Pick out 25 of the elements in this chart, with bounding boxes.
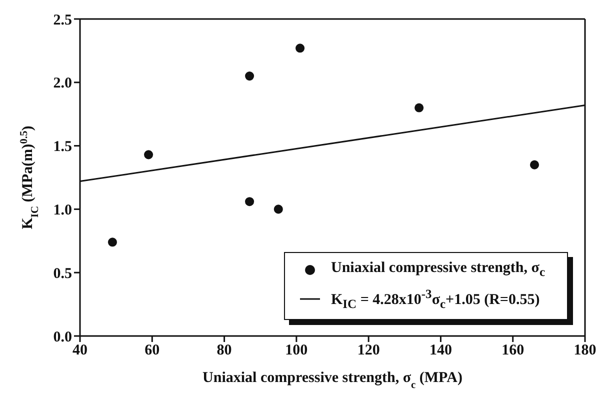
point xyxy=(245,72,254,81)
point xyxy=(245,197,254,206)
x-tick-label: 140 xyxy=(429,342,452,359)
x-tick-label: 120 xyxy=(357,342,380,359)
x-tick-label: 180 xyxy=(574,342,596,359)
legend-label: K$_{IC}$ = 4.28x10$^{-3}$σ$_{c}$+1.05 (R=0.55) xyxy=(331,286,540,313)
x-tick-label: 40 xyxy=(72,342,88,359)
point xyxy=(274,204,283,214)
y-tick-label: 2.0 xyxy=(53,76,72,92)
y-tick-label: 1.0 xyxy=(53,202,72,219)
y-tick-label: 0.0 xyxy=(53,329,72,346)
point xyxy=(530,160,540,170)
y-tick-label: 1.5 xyxy=(53,139,72,156)
x-tick-label: 160 xyxy=(502,342,524,359)
point xyxy=(414,103,424,112)
x-tick-label: 100 xyxy=(285,342,308,359)
point xyxy=(144,150,154,160)
x-tick-label: 80 xyxy=(216,342,232,359)
point xyxy=(108,238,117,247)
legend-label: Uniaxial compressive strength, σ$_{c}$ xyxy=(331,259,545,281)
x-tick-label: 60 xyxy=(144,342,160,359)
point xyxy=(296,44,305,53)
y-tick-label: 0.5 xyxy=(53,266,72,282)
x-axis-title: Uniaxial compressive strength, σ$_{c}$ (MPA) xyxy=(202,370,462,390)
y-tick-label: 2.5 xyxy=(53,12,72,28)
